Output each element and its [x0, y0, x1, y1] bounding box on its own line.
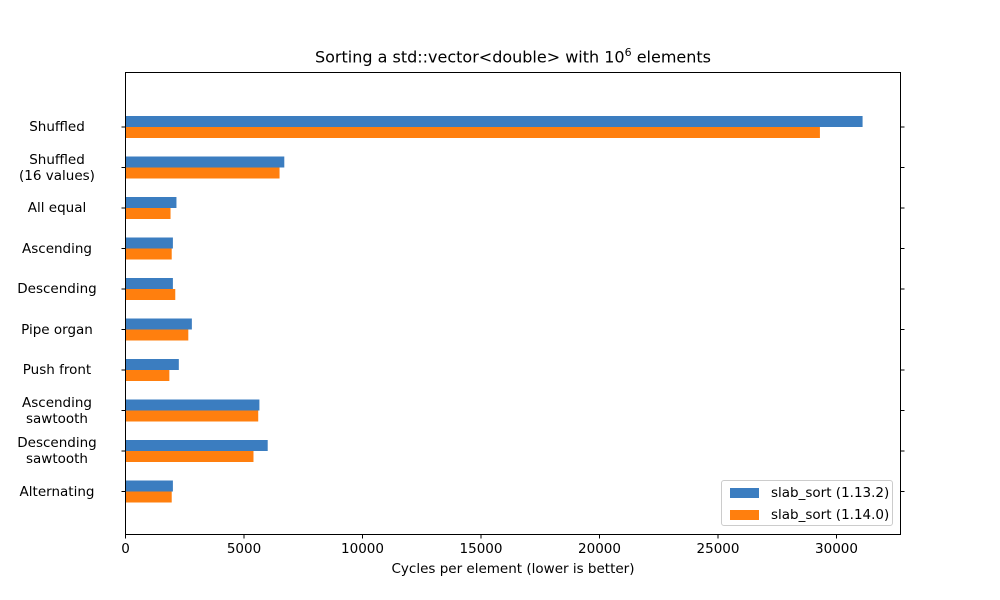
y-tick-label-6: Push front	[22, 362, 92, 378]
y-tick-label-4: Descending	[17, 281, 97, 297]
x-tick-label-4: 20000	[578, 541, 621, 557]
bar-series-1-4	[125, 278, 173, 289]
x-tick-label-3: 15000	[459, 541, 503, 557]
y-tick-label-7: Ascending sawtooth	[22, 394, 92, 427]
bars-group	[125, 116, 863, 503]
y-tick-label-1: Shuffled (16 values)	[19, 151, 95, 184]
bar-series-2-1	[125, 167, 280, 179]
plot-frame	[125, 72, 901, 535]
bar-series-2-2	[125, 208, 171, 219]
bar-series-1-3	[125, 237, 173, 249]
chart-title-tail: elements	[631, 47, 712, 67]
y-tick-label-5: Pipe organ	[21, 321, 93, 338]
y-tick-label-8: Descending sawtooth	[17, 435, 97, 467]
bar-series-1-9	[125, 480, 173, 492]
x-tick-label-0: 0	[121, 541, 130, 557]
bar-series-2-8	[125, 451, 254, 462]
legend-item-series-1: slab_sort (1.13.2)	[730, 484, 889, 502]
bar-series-1-6	[125, 359, 179, 370]
legend-label-series-2: slab_sort (1.14.0)	[771, 507, 890, 523]
y-tick-label-3: Ascending	[22, 240, 92, 257]
bar-series-2-6	[125, 370, 170, 381]
bar-series-1-2	[125, 197, 177, 208]
bar-series-1-8	[125, 440, 268, 451]
ticks-group	[121, 126, 905, 539]
bar-series-2-0	[125, 127, 820, 138]
bar-series-2-5	[125, 329, 189, 341]
chart-title-text: Sorting a std::vector<double> with 10	[314, 47, 625, 67]
y-tick-label-9: Alternating	[19, 483, 95, 500]
y-tick-label-2: All equal	[27, 200, 87, 216]
x-tick-label-5: 25000	[696, 541, 740, 557]
legend-label-series-1: slab_sort (1.13.2)	[771, 485, 890, 501]
x-tick-label-1: 5000	[226, 541, 262, 557]
chart-title: Sorting a std::vector<double> with 106 e…	[125, 46, 901, 66]
x-tick-label-6: 30000	[815, 541, 858, 557]
bar-series-1-0	[125, 116, 863, 127]
bar-series-1-1	[125, 156, 285, 168]
y-tick-label-0: Shuffled	[29, 119, 85, 135]
bar-series-2-3	[125, 248, 172, 260]
legend: slab_sort (1.13.2) slab_sort (1.14.0)	[721, 480, 893, 526]
bar-series-2-4	[125, 289, 176, 300]
x-tick-label-2: 10000	[341, 541, 384, 557]
bar-series-2-7	[125, 410, 259, 422]
legend-item-series-2: slab_sort (1.14.0)	[730, 506, 889, 524]
bar-series-1-5	[125, 318, 192, 330]
x-axis-label: Cycles per element (lower is better)	[391, 561, 635, 577]
chart-title-exponent: 6	[624, 46, 632, 59]
legend-swatch-series-2	[730, 510, 759, 520]
bar-series-2-9	[125, 491, 172, 503]
legend-swatch-series-1	[730, 488, 759, 498]
bar-series-1-7	[125, 399, 260, 411]
